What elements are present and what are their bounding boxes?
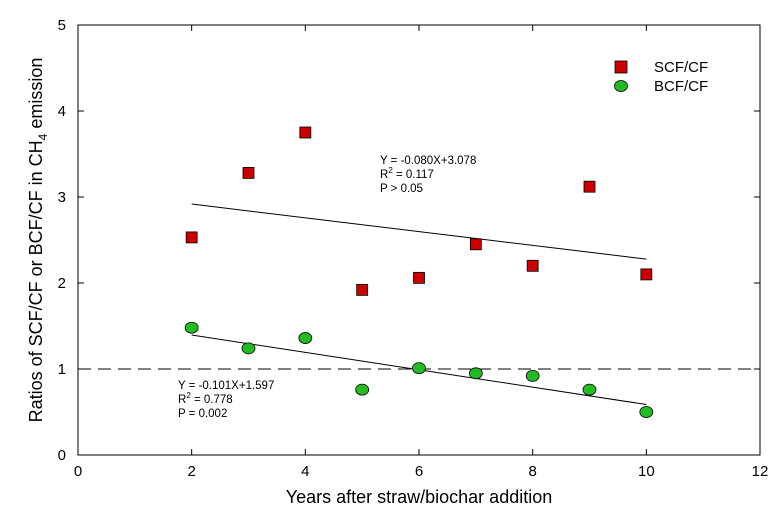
scf-r2-sup: 2 xyxy=(388,166,393,175)
bcf-point xyxy=(241,342,256,355)
bcf-point xyxy=(468,367,483,380)
scf-point xyxy=(526,259,539,272)
x-tick-label: 2 xyxy=(187,463,195,480)
y-axis-title-prefix: Ratios of SCF/CF or BCF/CF in CH xyxy=(26,140,46,422)
scf-fit-r2: R2 = 0.117 xyxy=(380,166,434,181)
scf-point xyxy=(640,268,653,281)
bcf-fit-p: P = 0.002 xyxy=(178,408,227,420)
x-tick-label: 0 xyxy=(74,463,82,480)
x-tick-label: 6 xyxy=(415,463,423,480)
x-tick-label: 8 xyxy=(528,463,536,480)
y-axis-title-subscript: 4 xyxy=(36,133,50,140)
x-tick-label: 4 xyxy=(301,463,309,480)
bcf-fit-equation: Y = -0.101X+1.597 xyxy=(178,380,274,392)
scf-point xyxy=(583,180,596,193)
bcf-fit-r2: R2 = 0.778 xyxy=(178,391,233,406)
bcf-point xyxy=(639,406,654,418)
x-tick-label: 12 xyxy=(752,463,769,480)
y-tick-label: 1 xyxy=(58,361,66,378)
bcf-point xyxy=(355,383,370,396)
scf-point xyxy=(185,231,198,244)
scf-r2-value: = 0.117 xyxy=(393,169,434,181)
bcf-r2-sup: 2 xyxy=(186,391,191,400)
x-tick-label: 10 xyxy=(638,463,655,480)
scf-point xyxy=(299,126,312,139)
legend-label-scf: SCF/CF xyxy=(654,59,708,76)
legend-label-bcf: BCF/CF xyxy=(654,78,708,95)
scf-point xyxy=(356,283,369,296)
y-tick-label: 2 xyxy=(58,275,66,292)
scf-point xyxy=(242,167,255,179)
bcf-fit-annotation: Y = -0.101X+1.597 R2 = 0.778 P = 0.002 xyxy=(178,380,274,420)
legend: SCF/CF BCF/CF xyxy=(614,59,708,95)
y-axis-title: Ratios of SCF/CF or BCF/CF in CH4 emissi… xyxy=(26,58,50,423)
y-tick-label: 0 xyxy=(58,447,66,464)
y-tick-label: 3 xyxy=(58,189,66,206)
legend-marker-scf xyxy=(614,60,628,74)
scf-fit-p: P > 0.05 xyxy=(380,183,423,195)
bcf-point xyxy=(184,321,199,334)
scf-r2-prefix: R xyxy=(380,169,388,181)
bcf-r2-prefix: R xyxy=(178,394,186,406)
scf-fit-annotation: Y = -0.080X+3.078 R2 = 0.117 P > 0.05 xyxy=(380,155,476,195)
bcf-point xyxy=(582,383,597,396)
y-tick-label: 5 xyxy=(58,17,66,34)
legend-marker-bcf xyxy=(614,80,628,92)
bcf-r2-value: = 0.778 xyxy=(191,394,233,406)
fit-lines xyxy=(191,203,647,406)
scf-point xyxy=(469,238,482,251)
scf-point xyxy=(413,271,425,284)
scf-fit-equation: Y = -0.080X+3.078 xyxy=(380,155,476,167)
y-axis-title-suffix: emission xyxy=(26,58,46,134)
scf-fit-line xyxy=(191,203,647,260)
bcf-point xyxy=(298,332,313,344)
data-points xyxy=(184,126,654,418)
y-tick-label: 4 xyxy=(58,103,66,120)
x-axis-title: Years after straw/biochar addition xyxy=(286,487,552,507)
bcf-point xyxy=(525,369,540,382)
bcf-point xyxy=(412,362,426,375)
